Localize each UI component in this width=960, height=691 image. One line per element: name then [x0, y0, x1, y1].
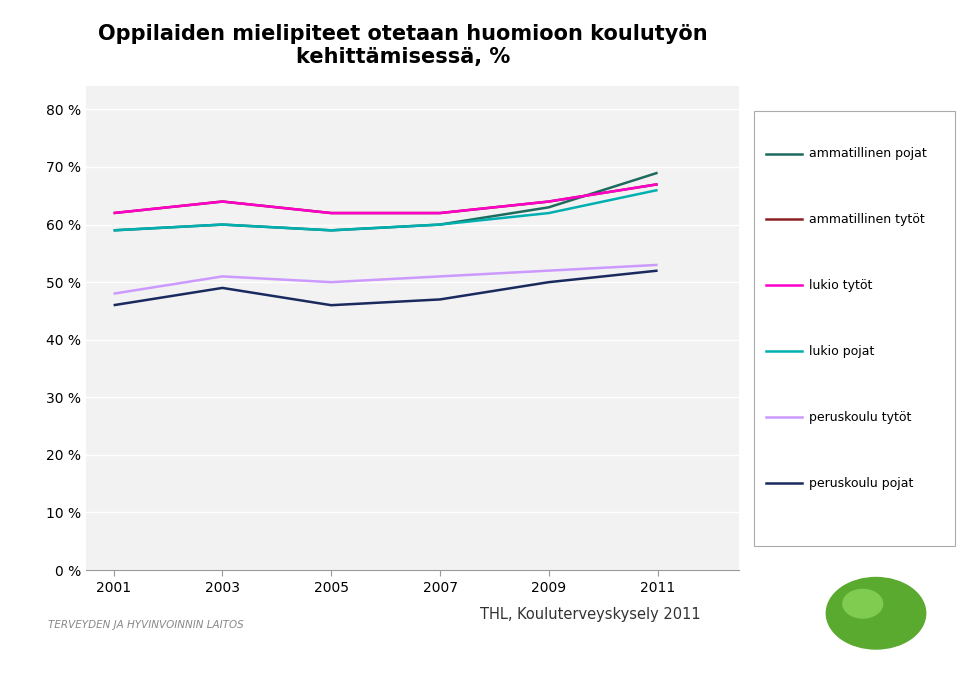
Text: Riikka Puusniekka: Riikka Puusniekka — [416, 661, 544, 673]
Circle shape — [843, 589, 882, 618]
Text: 18.10.2011: 18.10.2011 — [29, 661, 108, 673]
Text: TERVEYDEN JA HYVINVOINNIN LAITOS: TERVEYDEN JA HYVINVOINNIN LAITOS — [48, 621, 244, 630]
Circle shape — [827, 578, 925, 649]
Text: THL, Kouluterveyskysely 2011: THL, Kouluterveyskysely 2011 — [480, 607, 701, 623]
Text: ammatillinen pojat: ammatillinen pojat — [809, 147, 927, 160]
Text: peruskoulu pojat: peruskoulu pojat — [809, 477, 914, 490]
Text: ammatillinen tytöt: ammatillinen tytöt — [809, 213, 925, 226]
Text: lukio pojat: lukio pojat — [809, 345, 875, 358]
Text: 6: 6 — [923, 661, 931, 673]
Text: Oppilaiden mielipiteet otetaan huomioon koulutyön
kehittämisessä, %: Oppilaiden mielipiteet otetaan huomioon … — [98, 24, 708, 68]
Text: lukio tytöt: lukio tytöt — [809, 279, 873, 292]
Text: peruskoulu tytöt: peruskoulu tytöt — [809, 410, 912, 424]
